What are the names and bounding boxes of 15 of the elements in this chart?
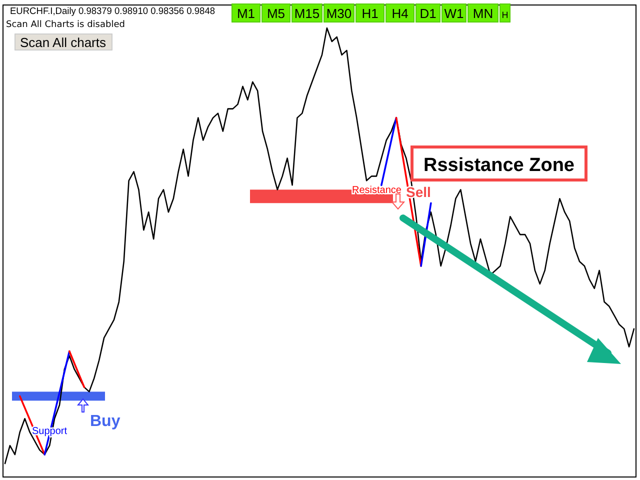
chart-subtitle: Scan All Charts is disabled [6,20,125,30]
text: W1 [444,6,464,21]
text: M5 [266,6,286,21]
text: H [502,10,508,20]
text: M30 [326,6,352,21]
annotation: Rssistance Zone [424,155,574,176]
text: D1 [420,6,436,21]
text: M15 [294,6,320,21]
chart-title: EURCHF.I,Daily 0.98379 0.98910 0.98356 0.9848 [10,6,220,17]
text: H4 [392,6,408,21]
annotation: Buy [90,413,120,430]
text: M1 [236,6,256,21]
text: MN [472,6,494,21]
annotation: Scan All charts [20,35,106,50]
text: H1 [362,6,378,21]
